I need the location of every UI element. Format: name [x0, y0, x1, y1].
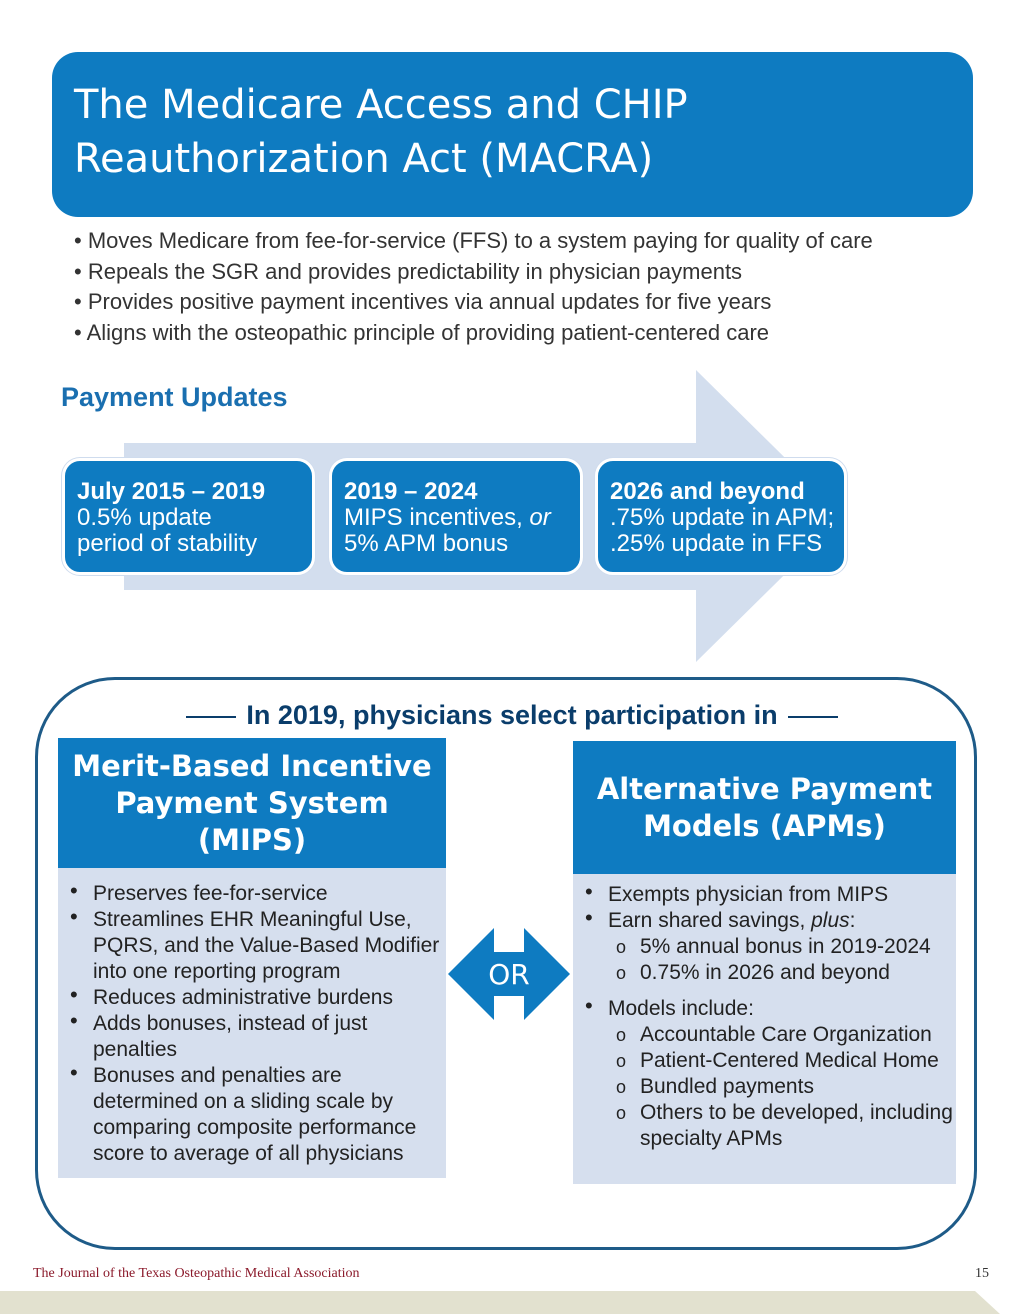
mips-item: Streamlines EHR Meaningful Use, PQRS, an…	[58, 904, 446, 985]
mips-body: Preserves fee-for-service Streamlines EH…	[58, 868, 446, 1178]
bullet: Provides positive payment incentives via…	[74, 287, 873, 318]
text: or	[529, 504, 551, 531]
footer-band	[0, 1291, 1000, 1314]
selection-frame	[35, 677, 977, 1250]
apm-subitem: 0.75% in 2026 and beyond	[573, 960, 956, 986]
mips-item: Adds bonuses, instead of just penalties	[58, 1008, 446, 1063]
box-heading: 2026 and beyond	[610, 478, 805, 505]
mips-header: Merit-Based Incentive Payment System (MIP…	[58, 738, 446, 868]
selection-heading: In 2019, physicians select participation…	[0, 700, 1024, 731]
box-line: 5% APM bonus	[344, 530, 509, 557]
mips-item: Reduces administrative burdens	[58, 982, 446, 1011]
text: Earn shared savings,	[608, 909, 812, 932]
title-line-1: The Medicare Access and CHIP	[74, 82, 688, 128]
apm-subitem: Patient-Centered Medical Home	[573, 1048, 956, 1074]
mips-item: Preserves fee-for-service	[58, 878, 446, 907]
or-label: OR	[488, 958, 530, 991]
apm-subitem: Others to be developed, including specia…	[573, 1100, 956, 1152]
apm-item: Exempts physician from MIPS	[573, 879, 956, 908]
apm-item: Models include:	[573, 993, 956, 1022]
box-line: MIPS incentives, or	[344, 505, 580, 531]
box-heading: July 2015 – 2019	[77, 478, 266, 505]
apm-item: Earn shared savings, plus:	[573, 905, 956, 934]
title-banner: The Medicare Access and CHIP Reauthoriza…	[52, 52, 973, 217]
footer-journal: The Journal of the Texas Osteopathic Med…	[33, 1266, 360, 1281]
apm-subitem: Bundled payments	[573, 1074, 956, 1100]
summary-bullets: Moves Medicare from fee-for-service (FFS…	[74, 226, 873, 348]
mips-title: Payment System (MIPS)	[115, 785, 389, 857]
text: :	[849, 909, 856, 932]
text: plus	[811, 909, 850, 932]
box-line: period of stability	[77, 530, 258, 557]
page-number: 15	[975, 1266, 989, 1281]
apm-title: Models (APMs)	[643, 808, 886, 843]
box-line: 0.5% update	[77, 504, 212, 531]
bullet: Aligns with the osteopathic principle of…	[74, 318, 873, 349]
apm-title: Alternative Payment	[596, 771, 933, 806]
box-heading: 2019 – 2024	[344, 478, 478, 505]
payment-box-2026: 2026 and beyond .75% update in APM; .25%…	[595, 458, 847, 575]
apm-body: Exempts physician from MIPS Earn shared …	[573, 874, 956, 1184]
mips-item: Bonuses and penalties are determined on …	[58, 1060, 446, 1167]
timeline-arrow	[124, 370, 844, 662]
payment-box-2015: July 2015 – 2019 0.5% update period of s…	[62, 458, 315, 575]
bullet: Repeals the SGR and provides predictabil…	[74, 257, 873, 288]
box-line: .75% update in APM;	[610, 504, 835, 531]
apm-header: Alternative Payment Models (APMs)	[573, 741, 956, 874]
text: MIPS incentives,	[344, 504, 530, 531]
payment-box-2019: 2019 – 2024 MIPS incentives, or 5% APM b…	[329, 458, 583, 575]
or-double-arrow-icon: OR	[448, 928, 570, 1020]
box-line: .25% update in FFS	[610, 530, 823, 557]
title-line-2: Reauthorization Act (MACRA)	[74, 136, 654, 182]
selection-heading-text: In 2019, physicians select participation…	[246, 700, 778, 730]
apm-subitem: 5% annual bonus in 2019-2024	[573, 934, 956, 960]
apm-subitem: Accountable Care Organization	[573, 1022, 956, 1048]
bullet: Moves Medicare from fee-for-service (FFS…	[74, 226, 873, 257]
mips-title: Merit-Based Incentive	[72, 748, 432, 783]
payment-updates-heading: Payment Updates	[61, 382, 288, 412]
